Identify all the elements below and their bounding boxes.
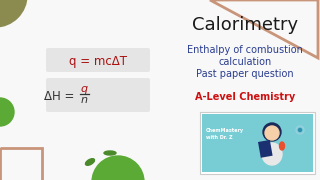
Circle shape (0, 0, 27, 27)
Ellipse shape (85, 159, 94, 165)
Bar (0, 148, 42, 180)
Text: calculation: calculation (218, 57, 272, 67)
Text: A-Level Chemistry: A-Level Chemistry (195, 92, 295, 102)
Text: q: q (80, 84, 88, 94)
Text: n: n (81, 95, 87, 105)
Bar (202, 114, 313, 172)
Text: ChemMastery
with Dr. Z: ChemMastery with Dr. Z (206, 128, 244, 140)
Text: Enthalpy of combustion: Enthalpy of combustion (187, 45, 303, 55)
Circle shape (299, 129, 301, 132)
FancyBboxPatch shape (46, 48, 150, 72)
Circle shape (0, 98, 14, 126)
Circle shape (263, 123, 281, 141)
Text: Calorimetry: Calorimetry (192, 16, 298, 34)
Bar (258, 140, 273, 158)
Ellipse shape (279, 142, 284, 150)
Ellipse shape (262, 143, 282, 165)
Circle shape (265, 126, 279, 140)
Bar (200, 112, 315, 174)
Text: Past paper question: Past paper question (196, 69, 294, 79)
Text: q = mcΔT: q = mcΔT (69, 55, 127, 68)
Text: ΔH =: ΔH = (44, 89, 78, 102)
FancyBboxPatch shape (46, 78, 150, 112)
Ellipse shape (104, 151, 116, 155)
Circle shape (92, 156, 144, 180)
